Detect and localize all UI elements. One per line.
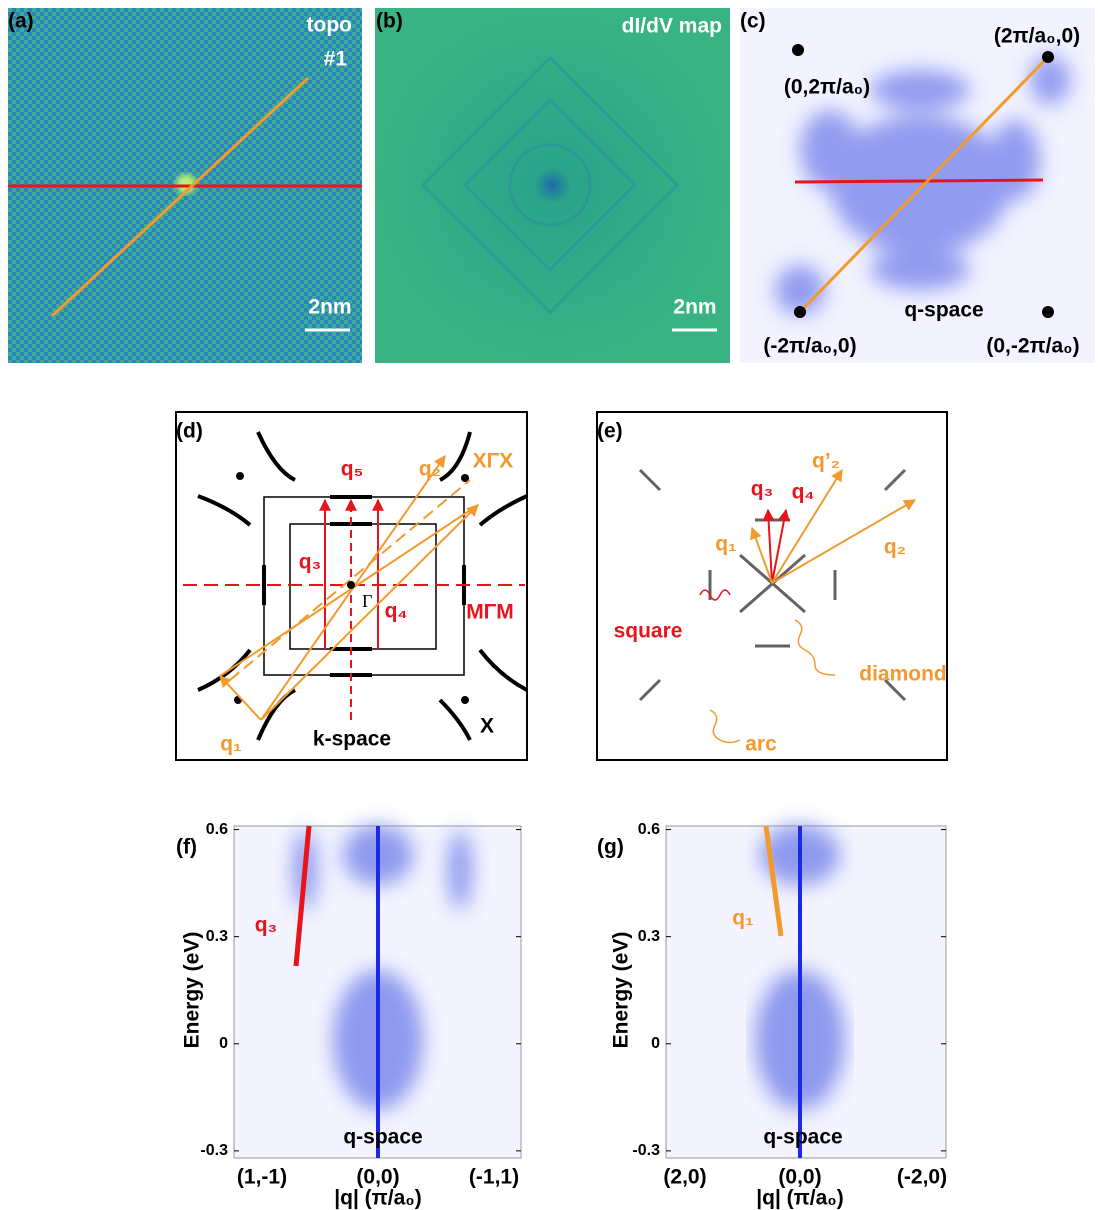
x-tick-label: (-2,0) xyxy=(897,1166,947,1189)
scale-label: 2nm xyxy=(308,296,351,319)
point-label: (0,2π/a₀) xyxy=(784,76,870,99)
vector-label: q’₂ xyxy=(812,450,840,473)
panel-c: (c) (2π/a₀,0) (0,2π/a₀) (-2π/a₀,0) (0,-2… xyxy=(740,8,1095,363)
x-tick-label: (0,0) xyxy=(356,1166,399,1189)
space-label: k-space xyxy=(313,728,391,751)
panel-label: (f) xyxy=(176,836,197,859)
panel-g: (g) q₁ q-space Energy (eV) (2,0) (0,0) (… xyxy=(597,821,947,1210)
panel-label: (c) xyxy=(740,10,766,33)
x-tick-label: (-1,1) xyxy=(469,1166,519,1189)
sample: #1 xyxy=(324,48,348,71)
vector-label: q₃ xyxy=(751,478,774,501)
point-label: (-2π/a₀,0) xyxy=(763,335,856,358)
y-axis-label: Energy (eV) xyxy=(610,932,633,1049)
vector-label: q₄ xyxy=(385,600,408,623)
branch-label: q₃ xyxy=(255,914,278,937)
x-axis-label: |q| (π/a₀) xyxy=(756,1187,843,1210)
y-tick-label: 0.6 xyxy=(206,821,228,838)
y-tick-label: 0 xyxy=(219,1035,228,1052)
feature-label: diamond xyxy=(859,663,947,686)
y-axis-label: Energy (eV) xyxy=(181,932,204,1049)
vector-label: q₁ xyxy=(220,733,242,756)
title: topo xyxy=(307,14,352,37)
point-label: (0,-2π/a₀) xyxy=(986,335,1079,358)
vector-label: q₅ xyxy=(341,458,363,481)
point-label: Γ xyxy=(362,591,372,611)
space-label: q-space xyxy=(904,299,983,322)
space-label: q-space xyxy=(343,1126,422,1149)
panel-f: (f) q₃ q-space Energy (eV) (1,-1) (0,0) … xyxy=(176,821,522,1210)
feature-label: square xyxy=(614,620,683,643)
vector-label: q₂ xyxy=(884,536,906,559)
vector-label: q₄ xyxy=(792,481,815,504)
y-tick-label: 0.6 xyxy=(638,821,660,838)
vector-label: q₁ xyxy=(715,533,737,556)
space-label: q-space xyxy=(763,1126,842,1149)
vector-label: q₃ xyxy=(299,551,322,574)
panel-a: (a) topo #1 2nm xyxy=(8,8,362,363)
feature-label: arc xyxy=(745,733,777,756)
title: dI/dV map xyxy=(622,15,722,38)
cut-line xyxy=(50,76,310,318)
panel-label: (e) xyxy=(597,420,623,443)
x-tick-label: (0,0) xyxy=(778,1166,821,1189)
x-tick-label: (1,-1) xyxy=(237,1166,287,1189)
point-label: X xyxy=(480,715,494,738)
y-tick-label: 0 xyxy=(651,1035,660,1052)
panel-b: (b) dI/dV map 2nm xyxy=(375,8,730,363)
panel-label: (d) xyxy=(176,420,203,443)
y-tick-label: -0.3 xyxy=(200,1142,228,1159)
x-axis-label: |q| (π/a₀) xyxy=(334,1187,421,1210)
branch-label: q₁ xyxy=(732,907,754,930)
panel-label: (a) xyxy=(8,10,34,33)
panel-e: (e) q₃ q₄ q’₂ q₁ q₂ square diamond arc xyxy=(596,411,948,761)
direction-label: XΓX xyxy=(473,450,514,473)
y-tick-label: 0.3 xyxy=(638,928,660,945)
direction-label: MΓM xyxy=(466,601,514,624)
x-tick-label: (2,0) xyxy=(663,1166,706,1189)
y-tick-label: -0.3 xyxy=(632,1142,660,1159)
panel-d: (d) q₅ q₂ XΓX q₃ Γ q₄ MΓM q₁ k-space X xyxy=(175,411,528,761)
scale-label: 2nm xyxy=(673,296,716,319)
panel-label: (g) xyxy=(597,836,624,859)
panel-label: (b) xyxy=(376,10,403,33)
vector-label: q₂ xyxy=(419,458,441,481)
didv-image xyxy=(375,8,730,363)
point-label: (2π/a₀,0) xyxy=(994,25,1080,48)
y-tick-label: 0.3 xyxy=(206,928,228,945)
